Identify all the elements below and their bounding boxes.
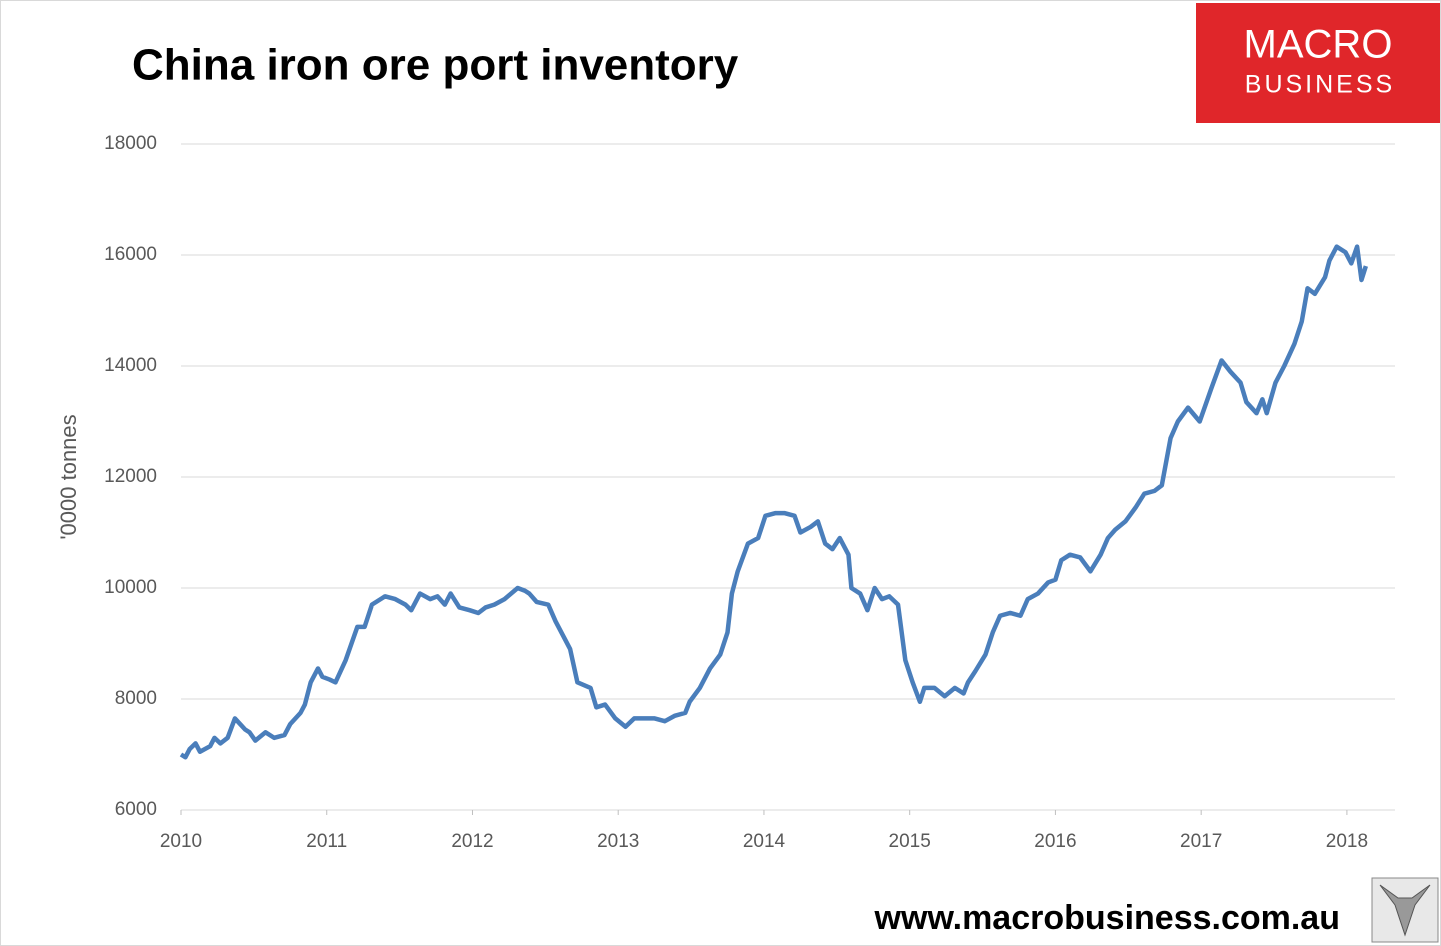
fox-icon — [1379, 884, 1431, 937]
y-tick-label: 18000 — [104, 133, 157, 154]
x-tick-label: 2013 — [597, 831, 639, 852]
y-tick-label: 16000 — [104, 244, 157, 265]
x-tick-label: 2012 — [451, 831, 493, 852]
x-tick-label: 2015 — [889, 831, 931, 852]
data-line — [179, 244, 1368, 760]
y-tick-label: 12000 — [104, 466, 157, 487]
y-tick-label: 8000 — [115, 688, 157, 709]
logo-text: MACRO — [1244, 23, 1393, 67]
website: www.macrobusiness.com.au — [874, 899, 1340, 937]
x-tick-label: 2016 — [1034, 831, 1076, 852]
logo-box — [1196, 3, 1440, 123]
y-tick-label: 10000 — [104, 577, 157, 598]
x-tick-label: 2017 — [1180, 831, 1222, 852]
x-tick-label: 2014 — [743, 831, 786, 852]
chart-title: China iron ore port inventory — [132, 41, 739, 90]
y-tick-label: 14000 — [104, 355, 157, 376]
x-tick-label: 2011 — [306, 831, 347, 852]
logo-text: BUSINESS — [1245, 71, 1395, 99]
x-tick-label: 2010 — [160, 831, 202, 852]
x-tick-label: 2018 — [1326, 831, 1368, 852]
y-tick-label: 6000 — [115, 799, 157, 820]
y-axis-label: '0000 tonnes — [56, 414, 81, 539]
